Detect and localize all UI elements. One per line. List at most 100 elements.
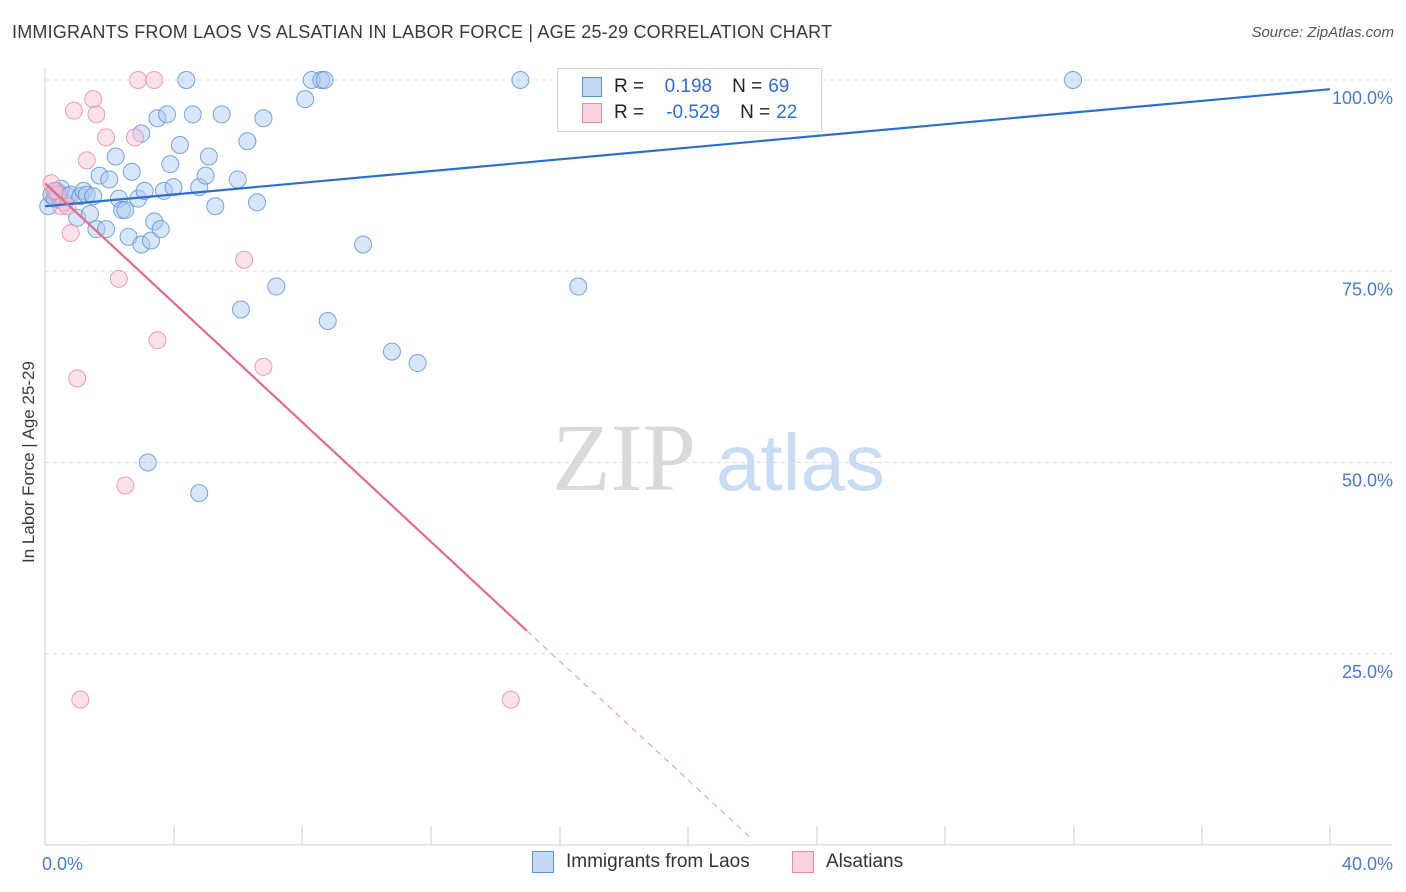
legend-label-alsatians: Alsatians bbox=[826, 851, 904, 872]
watermark-zip: ZIP bbox=[552, 404, 696, 511]
point-laos bbox=[267, 277, 286, 296]
stats-legend: R = 0.198 N = 69 R = -0.529 N = 22 bbox=[557, 68, 822, 132]
point-alsatians bbox=[87, 105, 106, 124]
point-laos bbox=[161, 155, 180, 174]
point-alsatians bbox=[109, 269, 128, 288]
point-laos bbox=[408, 354, 427, 373]
legend-swatch-alsatians bbox=[792, 851, 814, 873]
point-alsatians bbox=[71, 690, 90, 709]
point-laos bbox=[145, 212, 164, 231]
legend-r-label: R = bbox=[614, 102, 645, 123]
point-laos bbox=[151, 220, 170, 239]
grid-layer bbox=[45, 79, 1392, 655]
point-alsatians bbox=[68, 369, 87, 388]
legend-row-laos: R = 0.198 N = 69 bbox=[582, 75, 789, 99]
point-alsatians bbox=[148, 331, 167, 350]
y-axis-title: In Labor Force | Age 25-29 bbox=[19, 361, 38, 563]
legend-item-laos: Immigrants from Laos bbox=[532, 851, 750, 873]
points-layer bbox=[39, 71, 1082, 709]
point-laos bbox=[135, 181, 154, 200]
point-laos bbox=[212, 105, 231, 124]
point-alsatians bbox=[254, 357, 273, 376]
point-alsatians bbox=[97, 128, 116, 147]
watermark: ZIP atlas bbox=[552, 404, 885, 511]
y-tick-label: 25.0% bbox=[1342, 662, 1393, 682]
point-laos bbox=[569, 277, 588, 296]
legend-swatch-laos bbox=[582, 77, 602, 97]
legend-n-value: 22 bbox=[776, 102, 798, 123]
point-alsatians bbox=[125, 128, 144, 147]
chart-source: Source: ZipAtlas.com bbox=[1251, 24, 1394, 41]
point-laos bbox=[354, 235, 373, 254]
legend-r-value: 0.198 bbox=[664, 76, 713, 97]
point-laos bbox=[315, 71, 334, 89]
point-alsatians bbox=[84, 90, 103, 109]
point-alsatians bbox=[77, 151, 96, 170]
point-alsatians bbox=[145, 71, 164, 89]
legend-n-label: N = bbox=[732, 76, 763, 97]
watermark-atlas: atlas bbox=[716, 418, 885, 507]
point-laos bbox=[190, 484, 209, 503]
trend-layer bbox=[44, 88, 1331, 840]
legend-item-alsatians: Alsatians bbox=[792, 851, 903, 873]
point-laos bbox=[87, 220, 106, 239]
point-laos bbox=[138, 453, 157, 472]
legend-n-label: N = bbox=[740, 102, 771, 123]
point-alsatians bbox=[64, 101, 83, 120]
point-laos bbox=[97, 220, 116, 239]
point-laos bbox=[1064, 71, 1082, 89]
point-laos bbox=[142, 231, 161, 250]
y-tick-label: 50.0% bbox=[1342, 471, 1393, 491]
point-laos bbox=[231, 300, 250, 319]
y-tick-label: 75.0% bbox=[1342, 279, 1393, 299]
legend-label-laos: Immigrants from Laos bbox=[566, 851, 750, 872]
x-tick-label: 40.0% bbox=[1342, 854, 1393, 874]
point-alsatians bbox=[116, 476, 135, 495]
point-alsatians bbox=[501, 690, 520, 709]
point-alsatians bbox=[61, 224, 80, 242]
point-alsatians bbox=[235, 250, 254, 269]
point-laos bbox=[302, 71, 321, 89]
point-laos bbox=[318, 311, 337, 330]
legend-swatch-alsatians bbox=[582, 103, 602, 123]
point-laos bbox=[71, 187, 90, 206]
point-laos bbox=[206, 197, 225, 216]
axes-layer bbox=[44, 68, 1392, 846]
point-alsatians bbox=[129, 71, 148, 89]
point-laos bbox=[196, 166, 215, 185]
point-laos bbox=[199, 147, 218, 166]
point-laos bbox=[177, 71, 196, 89]
trend-line-alsatians-extension bbox=[526, 630, 753, 840]
point-laos bbox=[148, 109, 167, 128]
point-laos bbox=[183, 105, 202, 124]
legend-r-value: -0.529 bbox=[666, 102, 721, 123]
point-laos bbox=[248, 193, 267, 212]
legend-n-value: 69 bbox=[768, 76, 790, 97]
point-laos bbox=[511, 71, 530, 89]
chart-title: IMMIGRANTS FROM LAOS VS ALSATIAN IN LABO… bbox=[12, 22, 833, 42]
point-laos bbox=[80, 204, 99, 223]
point-laos bbox=[106, 147, 125, 166]
point-laos bbox=[116, 201, 135, 220]
point-laos bbox=[254, 109, 273, 128]
point-laos bbox=[296, 90, 315, 109]
legend-swatch-laos bbox=[532, 851, 554, 873]
point-laos bbox=[228, 170, 247, 189]
bottom-legend: Immigrants from Laos Alsatians bbox=[0, 851, 1406, 877]
point-laos bbox=[100, 170, 119, 189]
point-alsatians bbox=[58, 197, 77, 216]
legend-r-label: R = bbox=[614, 76, 645, 97]
y-tick-label: 100.0% bbox=[1332, 88, 1393, 108]
point-laos bbox=[238, 132, 257, 151]
x-tick-label: 0.0% bbox=[42, 854, 83, 874]
legend-row-alsatians: R = -0.529 N = 22 bbox=[582, 101, 797, 125]
point-laos bbox=[90, 166, 109, 185]
trend-line-alsatians bbox=[44, 182, 528, 632]
point-laos bbox=[170, 136, 189, 155]
trend-line-laos bbox=[44, 88, 1331, 208]
point-laos bbox=[158, 105, 177, 124]
point-laos bbox=[382, 342, 401, 361]
label-layer: In Labor Force | Age 25-29 100.0% 75.0% 50.… bbox=[19, 88, 1393, 874]
point-laos bbox=[122, 162, 141, 181]
